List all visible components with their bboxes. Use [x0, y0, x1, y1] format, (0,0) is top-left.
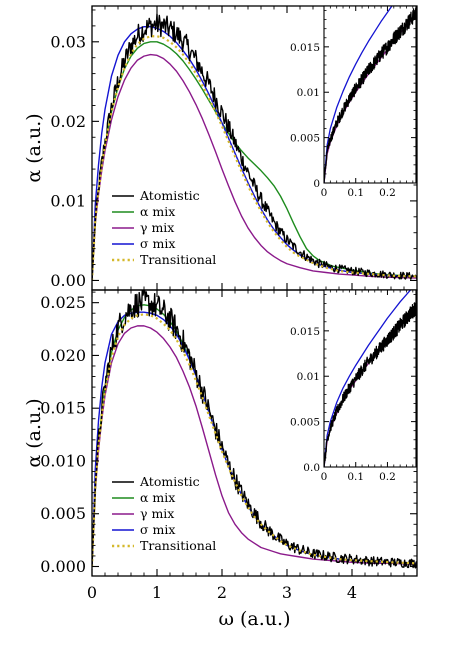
x-axis-label: ω (a.u.)	[218, 608, 290, 630]
y-tick-label: 0.03	[50, 32, 86, 51]
legend-label-sigma-mix: σ mix	[140, 522, 175, 537]
inset-y-tick-label: 0.005	[290, 417, 320, 429]
inset-y-tick-label: 0.015	[290, 42, 320, 54]
series-line-gamma-mix	[92, 53, 417, 281]
y-tick-label: 0.005	[40, 504, 86, 523]
legend-label-atomistic: Atomistic	[139, 474, 200, 489]
y-tick-label: 0.025	[40, 293, 86, 312]
inset-y-tick-label: 0	[313, 178, 320, 190]
series-line-atomistic	[92, 290, 417, 569]
legend-label-alpha-mix: α mix	[140, 490, 175, 505]
legend-label-sigma-mix: σ mix	[140, 236, 175, 251]
y-tick-label: 0.01	[50, 191, 86, 210]
legend-label-alpha-mix: α mix	[140, 204, 175, 219]
y-tick-label: 0.000	[40, 557, 86, 576]
series-line-atomistic	[92, 13, 417, 281]
y-tick-label: 0.020	[40, 346, 86, 365]
inset-y-tick-label: 0.015	[290, 326, 320, 338]
inset-x-tick-label: 0.1	[347, 187, 364, 199]
inset: 0 0.1 0.2 0.0 0.005 0.01 0.015	[290, 289, 417, 483]
inset-plot-area	[324, 290, 416, 467]
x-tick-label: 0	[87, 583, 97, 602]
plot-area	[92, 13, 417, 281]
inset-y-tick-label: 0.005	[290, 133, 320, 145]
series-line-transitional	[92, 313, 417, 567]
x-tick-label: 4	[347, 583, 357, 602]
inset-x-tick-label: 0.2	[379, 187, 396, 199]
plot-area	[92, 290, 417, 569]
inset-series-line-atomistic	[324, 301, 416, 467]
inset-series-line-sigma-mix	[324, 290, 412, 467]
inset-x-tick-label: 0	[321, 471, 328, 483]
inset-y-tick-label: 0.01	[297, 371, 320, 383]
y-tick-label: 0.010	[40, 451, 86, 470]
inset: 0 0.1 0.2 0 0.005 0.01 0.015	[290, 5, 417, 199]
legend-label-atomistic: Atomistic	[139, 188, 200, 203]
inset-x-tick-label: 0	[321, 187, 328, 199]
legend-label-transitional: Transitional	[140, 252, 216, 267]
x-tick-label: 1	[152, 583, 162, 602]
inset-frame	[323, 289, 417, 468]
inset-y-tick-label: 0.01	[297, 87, 320, 99]
y-tick-label: 0.02	[50, 112, 86, 131]
y-tick-label: 0.015	[40, 399, 86, 418]
inset-x-tick-label: 0.2	[379, 471, 396, 483]
legend-label-gamma-mix: γ mix	[140, 506, 174, 521]
x-tick-label: 3	[282, 583, 292, 602]
inset-series-line-sigma-mix	[324, 6, 393, 183]
inset-plot-area	[324, 6, 416, 183]
inset-background	[324, 290, 416, 467]
inset-y-tick-label: 0.0	[303, 462, 320, 474]
inset-x-tick-label: 0.1	[347, 471, 364, 483]
series-line-gamma-mix	[92, 325, 417, 567]
y-axis-label: α (a.u.)	[23, 398, 45, 467]
inset-frame	[323, 5, 417, 184]
axes-frame	[91, 289, 418, 577]
y-axis-label: α (a.u.)	[23, 113, 45, 182]
series-line-transitional	[92, 35, 417, 281]
x-tick-label: 2	[217, 583, 227, 602]
inset-series-line-atomistic	[324, 7, 416, 183]
y-tick-label: 0.00	[50, 271, 86, 290]
legend-label-transitional: Transitional	[140, 538, 216, 553]
legend-label-gamma-mix: γ mix	[140, 220, 174, 235]
